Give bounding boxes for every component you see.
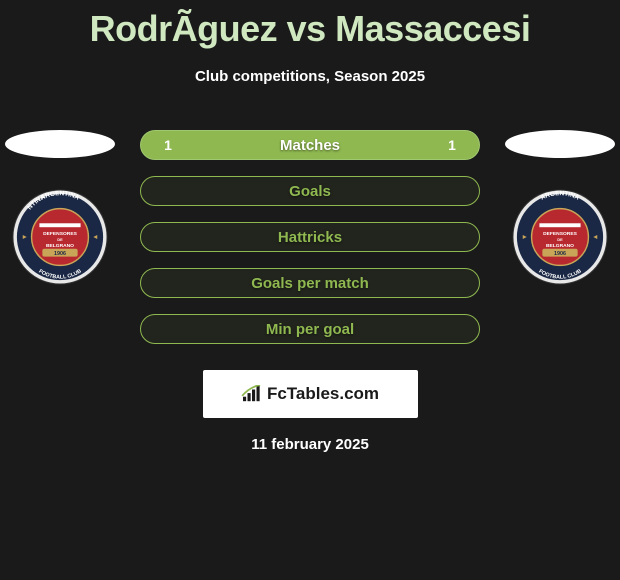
branding-text: FcTables.com bbox=[267, 384, 379, 404]
stat-label: Matches bbox=[141, 137, 479, 154]
svg-text:DE: DE bbox=[557, 237, 563, 242]
season-subtitle: Club competitions, Season 2025 bbox=[0, 68, 620, 85]
svg-text:1906: 1906 bbox=[554, 251, 566, 257]
stat-label: Goals bbox=[141, 183, 479, 200]
svg-text:BELGRANO: BELGRANO bbox=[46, 243, 74, 249]
svg-text:BELGRANO: BELGRANO bbox=[546, 243, 574, 249]
stat-row: Min per goal bbox=[140, 314, 480, 344]
stat-row: Goals bbox=[140, 176, 480, 206]
svg-text:DE: DE bbox=[57, 237, 63, 242]
stat-row: Hattricks bbox=[140, 222, 480, 252]
stats-column: 1Matches1 Goals Hattricks Goals per match Mi… bbox=[140, 130, 480, 453]
player-left-badge: ARGENTINA ARGENTINA FOOTBALL CLUB DEFENS… bbox=[11, 188, 109, 286]
stat-row: Goals per match bbox=[140, 268, 480, 298]
player-right-badge: ARGENTINA FOOTBALL CLUB DEFENSORES DE BE… bbox=[511, 188, 609, 286]
stat-label: Hattricks bbox=[141, 229, 479, 246]
chart-icon bbox=[241, 385, 263, 403]
stats-list: 1Matches1 Goals Hattricks Goals per match Mi… bbox=[140, 130, 480, 360]
stat-label: Goals per match bbox=[141, 275, 479, 292]
player-left-ellipse bbox=[5, 130, 115, 158]
stat-label: Min per goal bbox=[141, 321, 479, 338]
branding-box: FcTables.com bbox=[203, 370, 418, 418]
stat-row: 1Matches1 bbox=[140, 130, 480, 160]
club-badge-icon: ARGENTINA ARGENTINA FOOTBALL CLUB DEFENS… bbox=[11, 188, 109, 286]
club-badge-icon: ARGENTINA FOOTBALL CLUB DEFENSORES DE BE… bbox=[511, 188, 609, 286]
player-right-column: ARGENTINA FOOTBALL CLUB DEFENSORES DE BE… bbox=[500, 130, 620, 286]
player-right-ellipse bbox=[505, 130, 615, 158]
svg-text:1906: 1906 bbox=[54, 251, 66, 257]
date-text: 11 february 2025 bbox=[251, 436, 369, 453]
comparison-title: RodrÃ­guez vs Massaccesi bbox=[0, 0, 620, 50]
comparison-grid: ARGENTINA ARGENTINA FOOTBALL CLUB DEFENS… bbox=[0, 130, 620, 453]
player-left-column: ARGENTINA ARGENTINA FOOTBALL CLUB DEFENS… bbox=[0, 130, 120, 286]
